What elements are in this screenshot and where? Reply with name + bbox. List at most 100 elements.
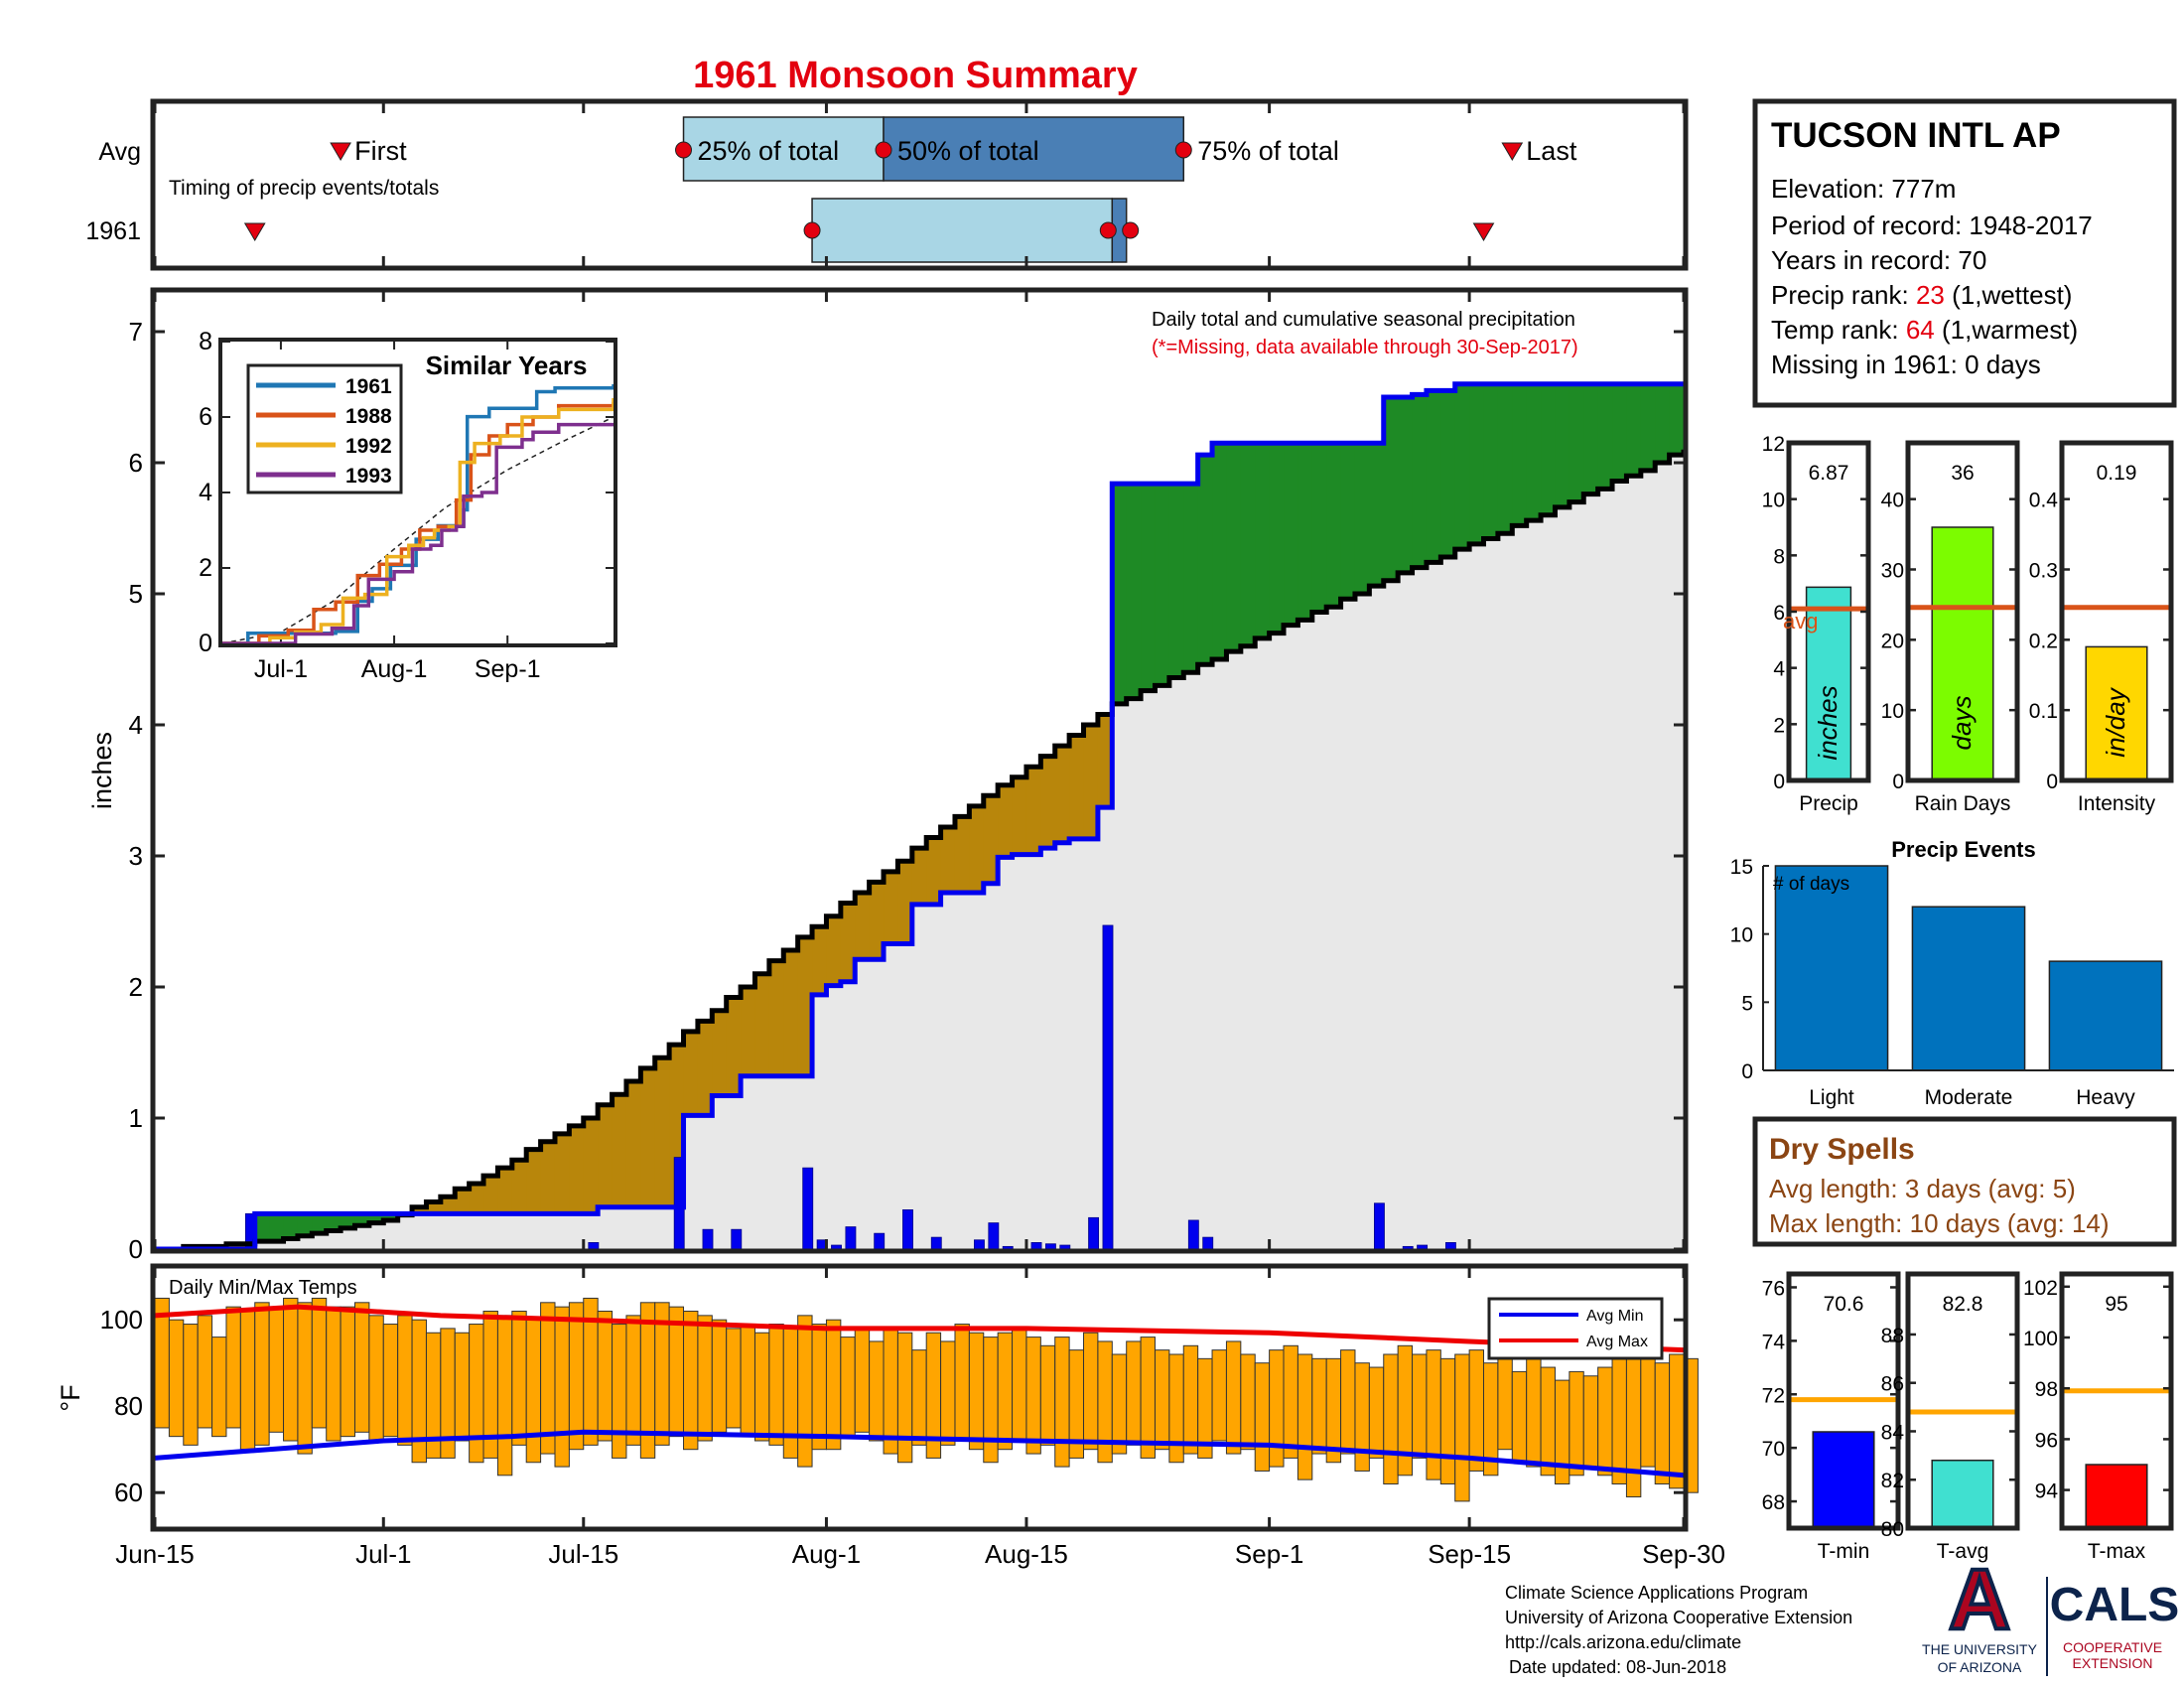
- raindays-ytick-label: 0: [1892, 771, 1904, 793]
- precip-rank-prefix: Precip rank:: [1771, 280, 1916, 310]
- precip-surplus-area: [1597, 383, 1613, 490]
- tmin-ytick-label: 72: [1762, 1384, 1785, 1407]
- y1961-q50-marker: [1099, 221, 1117, 239]
- precip-deficit-area: [469, 1184, 484, 1214]
- temp-daily-range-bar: [896, 1332, 913, 1464]
- precip-cumulative-line: [155, 381, 1684, 1252]
- precip-surplus-area: [1541, 383, 1557, 515]
- temp-daily-range-bar: [1354, 1362, 1370, 1472]
- precip-ytick-label: 8: [1773, 545, 1785, 568]
- temp-daily-range-bar: [797, 1315, 813, 1468]
- precip-surplus-area: [1183, 484, 1199, 673]
- precip-surplus-area: [1126, 484, 1142, 699]
- raindays-panel-frame: [1905, 440, 2020, 783]
- timing-note: Timing of precip events/totals: [169, 177, 439, 200]
- precip-surplus-area: [326, 1213, 341, 1231]
- precip-surplus-area: [1383, 397, 1399, 581]
- date-axis-label: Sep-1: [1235, 1539, 1303, 1569]
- events-category-label: Light: [1809, 1086, 1854, 1109]
- temp-daily-range-bar: [954, 1324, 970, 1442]
- precip-daily-bar: [845, 1226, 857, 1250]
- precip-daily-bar: [930, 1236, 942, 1250]
- intensity-category-label: Intensity: [2078, 792, 2156, 815]
- avg-q25-label: 25% of total: [698, 136, 840, 166]
- raindays-ytick-label: 40: [1881, 490, 1904, 512]
- inset-ytick-label: 4: [199, 479, 212, 506]
- precip-deficit-area: [998, 784, 1014, 858]
- precip-deficit-area: [712, 1010, 728, 1096]
- ua-block-a-logo: A: [1949, 1552, 2010, 1647]
- date-axis-label: Aug-1: [792, 1539, 861, 1569]
- precip-daily-bar: [1202, 1236, 1214, 1250]
- precip-surplus-area: [368, 1213, 384, 1223]
- precip-surplus-area: [1426, 390, 1441, 563]
- inset-series-line: [222, 422, 614, 645]
- temp-daily-range-bar: [397, 1315, 413, 1446]
- tavg-ytick-label: 86: [1881, 1373, 1904, 1396]
- precip-surplus-area: [1155, 484, 1170, 686]
- temp-daily-range-bar: [768, 1324, 784, 1446]
- precip-daily-bar: [1059, 1244, 1071, 1250]
- avg-first-label: First: [354, 136, 407, 166]
- precip-deficit-area: [940, 826, 956, 893]
- precip-surplus-area: [1369, 443, 1385, 587]
- tmin-ytick-label: 68: [1762, 1491, 1785, 1514]
- precip-daily-bar: [1444, 1242, 1456, 1250]
- precip-deficit-area: [1012, 776, 1027, 855]
- ua-name-line-1: THE UNIVERSITY: [1922, 1641, 2038, 1657]
- station-period: Period of record: 1948-2017: [1771, 211, 2093, 240]
- inset-average-line: [221, 416, 614, 644]
- temp-ylabel: °F: [56, 1384, 85, 1411]
- precip-daily-bar: [1187, 1219, 1199, 1250]
- events-title: Precip Events: [1891, 837, 2036, 862]
- precip-deficit-area: [1040, 756, 1056, 849]
- tmin-value-bar: [1812, 1431, 1875, 1529]
- precip-surplus-area: [1640, 383, 1656, 471]
- temp-daily-range-bar: [496, 1315, 513, 1477]
- precip-surplus-area: [354, 1213, 370, 1226]
- precip-deficit-area: [654, 1057, 670, 1207]
- precip-daily-bar: [874, 1232, 886, 1250]
- temp-daily-range-bar: [1269, 1349, 1285, 1468]
- temp-daily-range-bar: [254, 1302, 270, 1446]
- precip-surplus-area: [269, 1213, 285, 1242]
- cals-extension-line-2: EXTENSION: [2073, 1655, 2153, 1671]
- temp-daily-range-bar: [1182, 1344, 1199, 1455]
- temp-daily-range-bar: [211, 1336, 227, 1438]
- temp-daily-range-bar: [1311, 1357, 1327, 1455]
- temp-daily-range-bar: [368, 1315, 384, 1442]
- events-category-label: Heavy: [2076, 1086, 2135, 1109]
- precip-surplus-area: [1212, 443, 1228, 659]
- precip-ytick-label: 0: [129, 1234, 143, 1264]
- temp-daily-range-bar: [883, 1328, 898, 1455]
- temp-daily-range-bar: [1012, 1328, 1027, 1442]
- temp-avg-max-line: [154, 1304, 1685, 1353]
- raindays-ytick-label: 20: [1881, 630, 1904, 652]
- avg-first-marker: [330, 142, 351, 161]
- events-annotation: # of days: [1773, 874, 1849, 895]
- events-category-label: Moderate: [1925, 1086, 2013, 1109]
- precip-deficit-area: [1083, 725, 1099, 839]
- temp-daily-range-bar: [1611, 1357, 1627, 1484]
- precip-surplus-area: [254, 1213, 270, 1242]
- tmax-ytick-label: 100: [2023, 1328, 2058, 1350]
- station-name: TUCSON INTL AP: [1771, 116, 2061, 155]
- temp-daily-range-bar: [1412, 1353, 1428, 1459]
- inset-xtick-label: Aug-1: [361, 655, 428, 683]
- timing-row-1961-label: 1961: [85, 217, 141, 245]
- precip-deficit-area: [612, 1094, 627, 1207]
- precip-ylabel: inches: [87, 732, 117, 809]
- precip-surplus-area: [1197, 455, 1213, 665]
- precip-daily-bar: [974, 1239, 985, 1250]
- tavg-panel-frame: [1905, 1271, 2020, 1531]
- avg-q50-marker: [875, 141, 892, 159]
- precip-daily-bar: [831, 1244, 842, 1250]
- tmin-value-label: 70.6: [1824, 1293, 1864, 1316]
- precip-ytick-label: 10: [1762, 490, 1785, 512]
- temp-daily-range-bar: [1426, 1349, 1441, 1480]
- precip-deficit-area: [840, 903, 856, 982]
- temp-daily-range-bar: [311, 1297, 328, 1429]
- precip-rank-value: 23: [1916, 280, 1945, 310]
- temp-daily-range-bar: [1297, 1353, 1313, 1480]
- tmax-value-bar: [2085, 1464, 2148, 1529]
